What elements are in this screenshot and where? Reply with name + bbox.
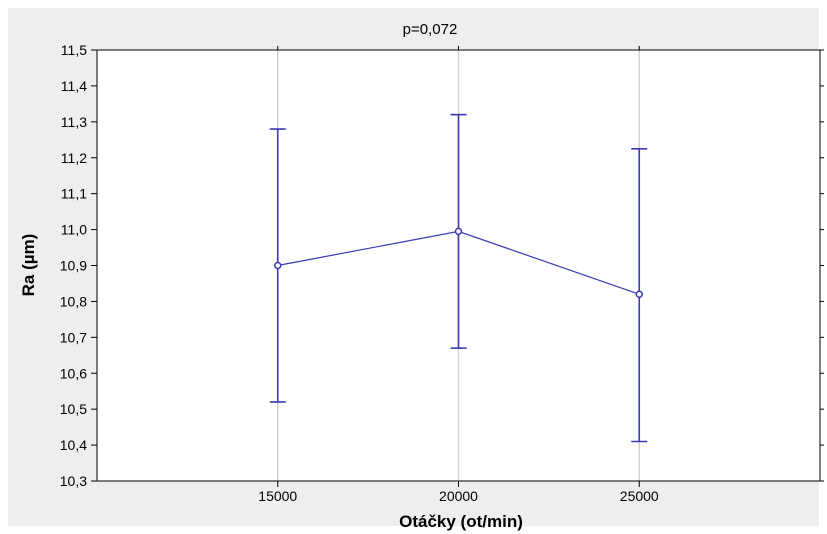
y-tick-label: 11,3 [61, 114, 87, 130]
y-tick-label: 11,2 [61, 150, 87, 166]
y-tick-label: 11,4 [61, 78, 87, 94]
y-tick-label: 11,1 [61, 186, 87, 202]
y-tick-label: 10,9 [60, 258, 87, 274]
x-axis-ticks: 15000 20000 25000 [258, 46, 659, 504]
x-tick-label: 25000 [620, 488, 659, 504]
x-tick-label: 20000 [439, 488, 478, 504]
mean-point [635, 290, 643, 298]
y-tick-label: 10,6 [60, 365, 87, 381]
y-axis-ticks: 10,3 10,4 10,5 10,6 10,7 10,8 10,9 11,0 11,1 11,2… [60, 42, 824, 489]
y-axis-title: Ra (µm) [19, 234, 38, 297]
y-tick-label: 10,3 [60, 473, 87, 489]
x-axis-title: Otáčky (ot/min) [399, 512, 523, 531]
y-tick-label: 11,5 [61, 42, 87, 58]
chart-title: p=0,072 [403, 21, 458, 38]
mean-point [454, 227, 463, 236]
y-tick-label: 11,0 [61, 222, 87, 238]
y-tick-label: 10,7 [60, 329, 87, 345]
x-tick-label: 15000 [258, 488, 297, 504]
y-tick-label: 10,8 [60, 293, 87, 309]
chart-container: 10,3 10,4 10,5 10,6 10,7 10,8 10,9 11,0 11,1 11,2… [8, 8, 824, 531]
mean-point [274, 261, 282, 270]
y-tick-label: 10,5 [60, 401, 87, 417]
y-tick-label: 10,4 [60, 437, 87, 453]
series-layer [269, 113, 648, 443]
